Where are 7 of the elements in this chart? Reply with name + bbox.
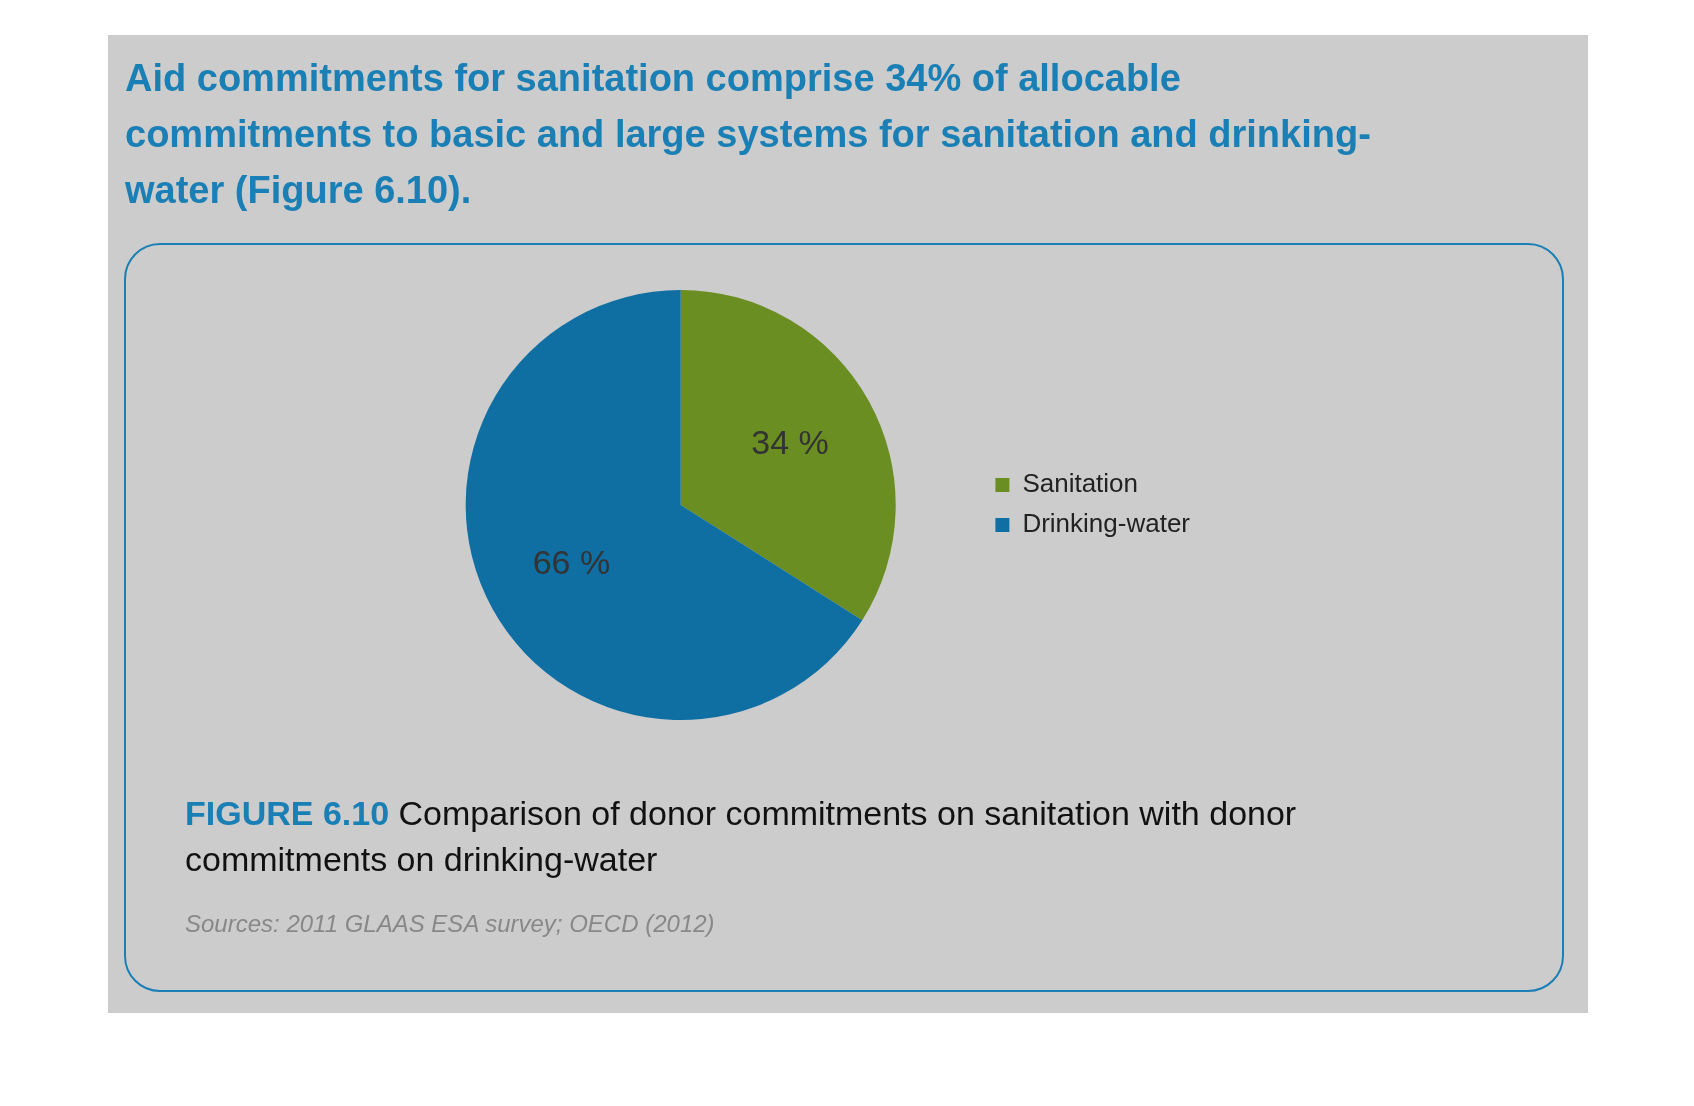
- data-label: 66 %: [532, 543, 611, 582]
- caption: FIGURE 6.10 Comparison of donor commitments on sanitation with donor commitments on drinking-water: [185, 793, 1298, 880]
- source-note: Sources: 2011 GLAAS ESA survey; OECD (2012): [185, 910, 715, 938]
- legend-label: Sanitation: [1022, 468, 1139, 499]
- legend-label: Drinking-water: [1022, 508, 1191, 539]
- data-label: 34 %: [751, 423, 829, 462]
- chart-title: Aid commitments for sanitation comprise 34% of allocable commitments to basic and large systems for sanitation and drinking-water (Figure 6.10).: [125, 56, 1372, 213]
